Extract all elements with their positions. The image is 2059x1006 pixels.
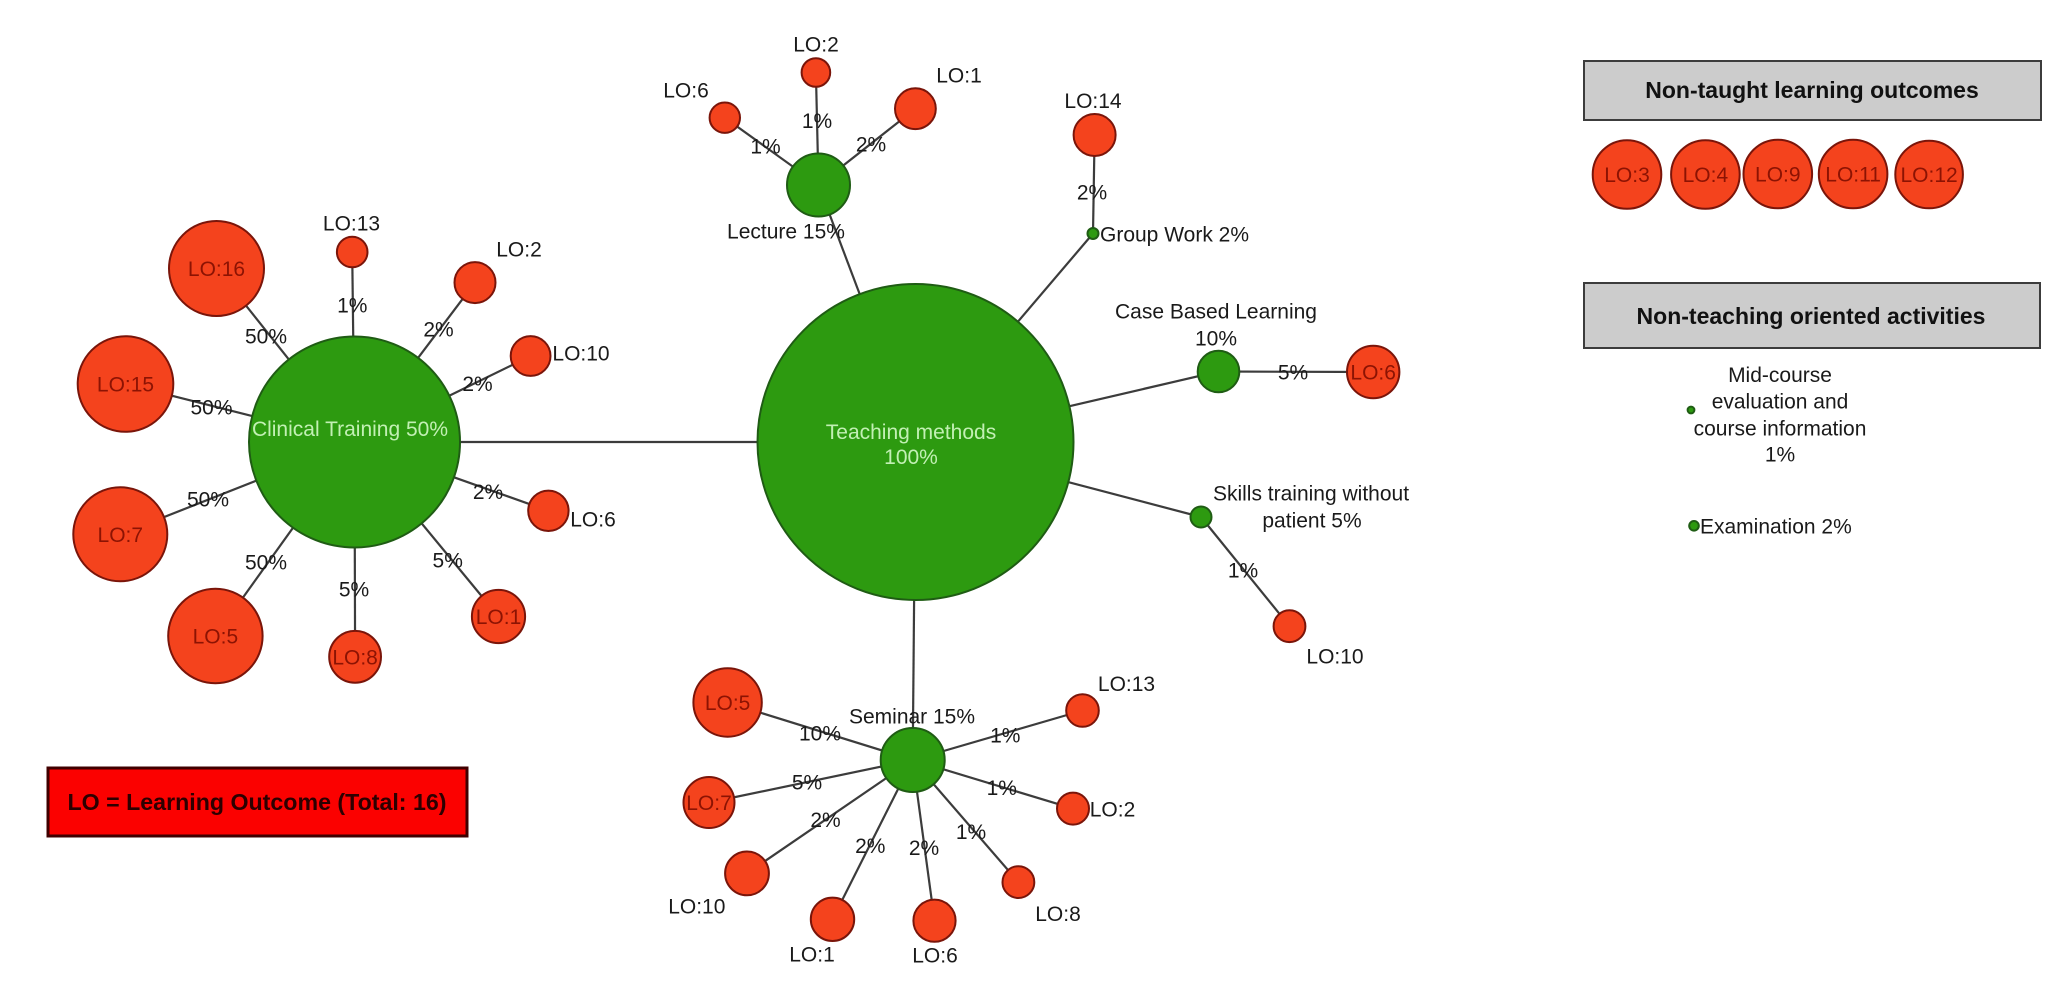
svg-text:LO:12: LO:12 [1900, 164, 1957, 187]
svg-text:50%: 50% [245, 552, 287, 575]
svg-text:2%: 2% [810, 809, 840, 832]
svg-text:2%: 2% [856, 134, 886, 157]
svg-text:patient 5%: patient 5% [1262, 510, 1361, 533]
svg-text:LO:7: LO:7 [686, 792, 732, 815]
svg-text:LO:10: LO:10 [668, 896, 725, 919]
svg-text:10%: 10% [799, 723, 841, 746]
svg-text:5%: 5% [339, 579, 369, 602]
svg-text:100%: 100% [884, 446, 938, 469]
svg-text:LO:13: LO:13 [1098, 673, 1155, 696]
svg-text:LO:6: LO:6 [912, 945, 958, 968]
svg-text:1%: 1% [802, 110, 832, 133]
svg-text:LO:3: LO:3 [1604, 164, 1650, 187]
svg-text:1%: 1% [987, 777, 1017, 800]
svg-text:LO:4: LO:4 [1683, 164, 1729, 187]
svg-text:LO:9: LO:9 [1755, 164, 1801, 187]
svg-text:LO:10: LO:10 [1306, 646, 1363, 669]
svg-text:Seminar 15%: Seminar 15% [849, 706, 975, 729]
svg-text:Group Work 2%: Group Work 2% [1100, 224, 1249, 247]
svg-text:LO:1: LO:1 [789, 944, 835, 967]
svg-text:1%: 1% [990, 725, 1020, 748]
svg-text:1%: 1% [956, 821, 986, 844]
svg-text:5%: 5% [1278, 362, 1308, 385]
svg-text:LO:2: LO:2 [496, 239, 542, 262]
svg-text:Case Based Learning: Case Based Learning [1115, 301, 1317, 324]
svg-text:Non-teaching oriented activiti: Non-teaching oriented activities [1637, 303, 1986, 329]
svg-text:LO:13: LO:13 [323, 213, 380, 236]
svg-text:2%: 2% [462, 373, 492, 396]
svg-text:1%: 1% [750, 136, 780, 159]
svg-text:Examination 2%: Examination 2% [1700, 516, 1852, 539]
svg-text:Non-taught learning outcomes: Non-taught learning outcomes [1645, 77, 1979, 103]
svg-text:Clinical Training 50%: Clinical Training 50% [252, 418, 448, 441]
svg-text:LO:16: LO:16 [188, 258, 245, 281]
svg-text:Lecture 15%: Lecture 15% [727, 221, 845, 244]
svg-text:LO:2: LO:2 [1090, 799, 1136, 822]
svg-text:LO:14: LO:14 [1064, 90, 1122, 113]
svg-text:1%: 1% [1765, 444, 1795, 467]
svg-text:1%: 1% [1228, 560, 1258, 583]
svg-text:Mid-course: Mid-course [1728, 364, 1832, 387]
svg-text:course information: course information [1694, 418, 1867, 441]
svg-text:LO:1: LO:1 [936, 65, 982, 88]
svg-text:50%: 50% [190, 397, 232, 420]
svg-text:evaluation and: evaluation and [1712, 391, 1849, 414]
svg-text:2%: 2% [423, 319, 453, 342]
svg-text:LO:8: LO:8 [1035, 903, 1081, 926]
svg-text:2%: 2% [1077, 182, 1107, 205]
svg-text:LO:1: LO:1 [476, 606, 522, 629]
svg-text:2%: 2% [855, 835, 885, 858]
svg-text:LO = Learning Outcome (Total:: LO = Learning Outcome (Total: 16) [68, 789, 447, 815]
svg-text:LO:6: LO:6 [1350, 362, 1396, 385]
svg-text:10%: 10% [1195, 328, 1237, 351]
svg-text:Skills training without: Skills training without [1213, 483, 1409, 506]
svg-text:5%: 5% [433, 550, 463, 573]
svg-text:50%: 50% [187, 489, 229, 512]
svg-text:2%: 2% [909, 837, 939, 860]
svg-text:LO:10: LO:10 [552, 343, 609, 366]
svg-text:LO:7: LO:7 [98, 524, 144, 547]
svg-text:LO:15: LO:15 [97, 374, 154, 397]
svg-text:LO:11: LO:11 [1825, 164, 1881, 187]
svg-text:LO:2: LO:2 [793, 34, 839, 57]
svg-text:5%: 5% [792, 772, 822, 795]
svg-text:Teaching methods: Teaching methods [826, 421, 996, 444]
svg-text:LO:6: LO:6 [570, 509, 616, 532]
svg-text:LO:6: LO:6 [663, 80, 709, 103]
svg-text:2%: 2% [473, 481, 503, 504]
svg-text:LO:5: LO:5 [705, 692, 751, 715]
svg-text:LO:5: LO:5 [193, 626, 239, 649]
svg-text:50%: 50% [245, 326, 287, 349]
svg-text:LO:8: LO:8 [332, 646, 378, 669]
svg-text:1%: 1% [337, 295, 367, 318]
